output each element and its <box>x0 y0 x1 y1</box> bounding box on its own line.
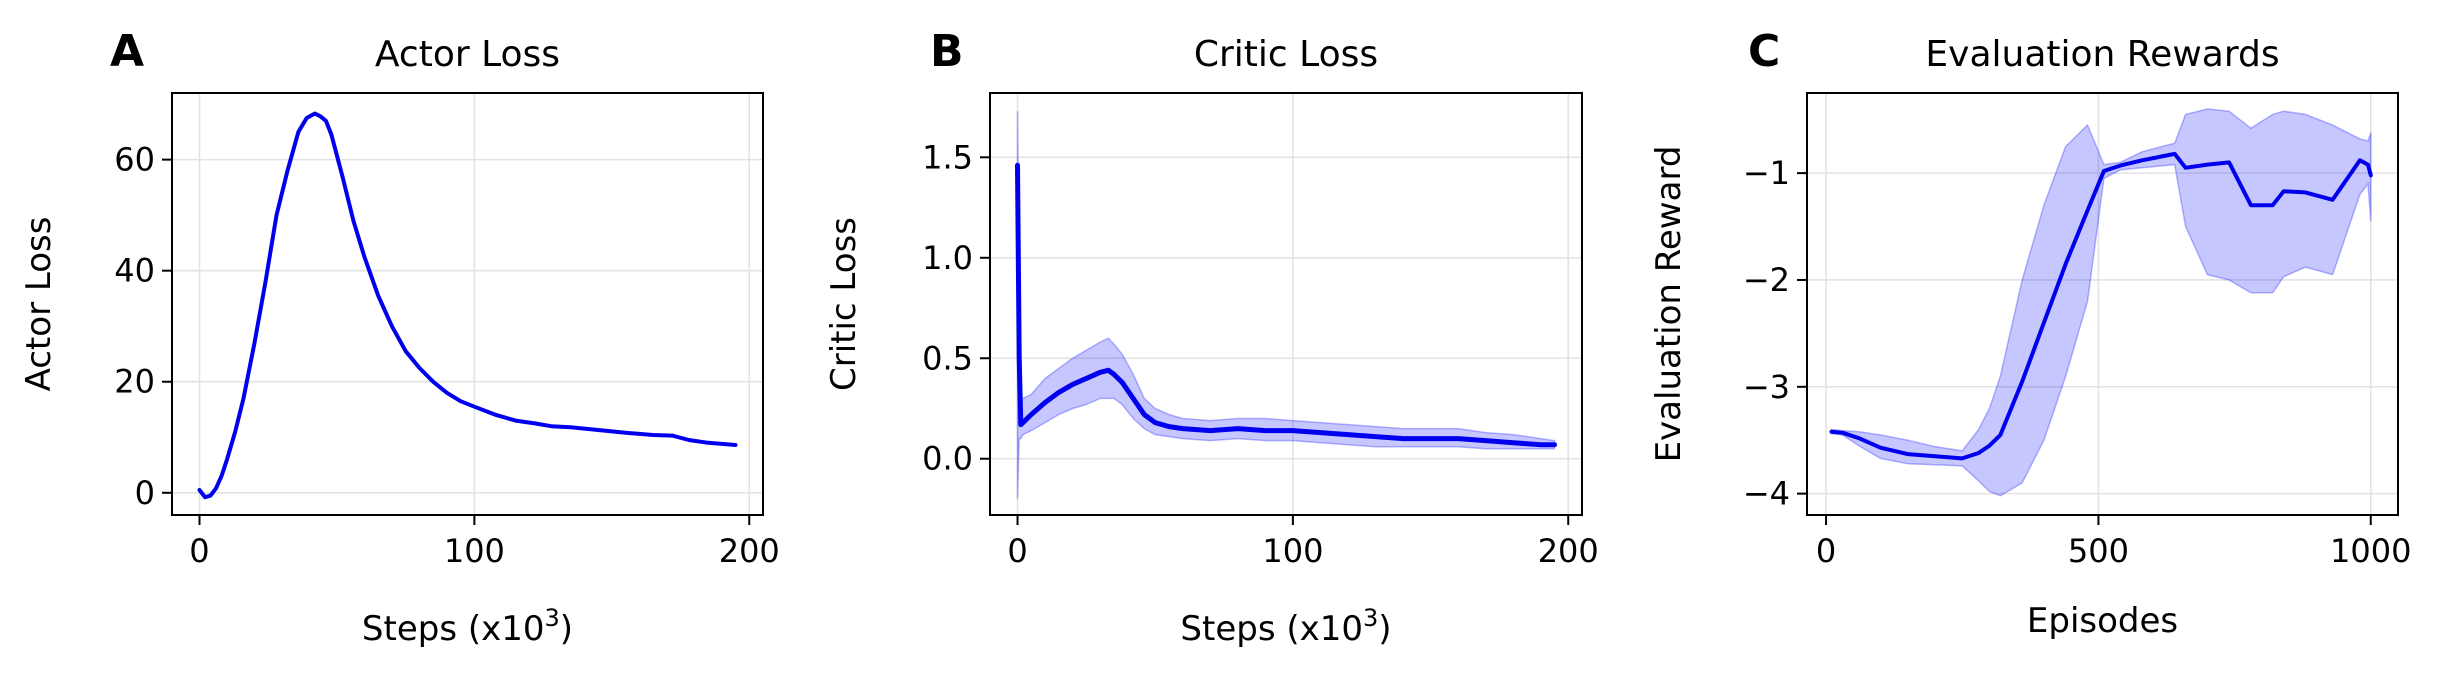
x-tick-label: 200 <box>719 532 780 570</box>
x-tick-label: 100 <box>1262 532 1323 570</box>
y-tick-label: −2 <box>1743 261 1790 299</box>
y-tick-label: −1 <box>1743 154 1790 192</box>
y-axis-label: Evaluation Reward <box>1649 146 1689 463</box>
panel-label: A <box>110 26 144 77</box>
chart-title: Actor Loss <box>375 34 560 75</box>
y-tick-label: −4 <box>1743 475 1790 513</box>
panel-label: B <box>930 26 964 77</box>
series-line <box>1015 162 1557 448</box>
confidence-band <box>1016 111 1556 499</box>
x-tick-label: 0 <box>1007 532 1027 570</box>
y-tick-label: 0.0 <box>922 440 973 478</box>
x-tick-label: 100 <box>444 532 505 570</box>
y-tick-label: −3 <box>1743 368 1790 406</box>
x-tick-label: 500 <box>2068 532 2129 570</box>
plot-frame <box>171 92 764 516</box>
y-axis-label: Actor Loss <box>19 217 59 392</box>
chart-panel-B: 0 100 200 0.0 0.5 1.0 1.5 Critic Loss B Steps (x1… <box>824 26 1599 649</box>
series-line <box>1829 151 2373 461</box>
x-axis-label: Episodes <box>2027 601 2178 641</box>
y-tick-label: 60 <box>114 141 155 179</box>
chart-panel-C: 0 500 1000 −4 −3 −2 −1 Evaluation Rewards C Episo… <box>1649 26 2411 641</box>
series-line <box>197 111 738 500</box>
y-tick-label: 1.5 <box>922 138 973 176</box>
y-tick-label: 20 <box>114 363 155 401</box>
x-axis-label: Steps (x103) <box>1180 604 1391 649</box>
x-axis-label: Steps (x103) <box>362 604 573 649</box>
panel-label: C <box>1748 26 1780 77</box>
x-tick-label: 200 <box>1538 532 1599 570</box>
x-tick-label: 1000 <box>2330 532 2411 570</box>
chart-title: Evaluation Rewards <box>1925 34 2279 75</box>
chart-panel-A: 0 100 200 0 20 40 60 Actor Loss A Steps (x103) Act… <box>19 26 780 649</box>
y-axis-label: Critic Loss <box>824 217 864 391</box>
y-tick-label: 0 <box>135 474 155 512</box>
y-tick-label: 40 <box>114 252 155 290</box>
y-tick-label: 0.5 <box>922 339 973 377</box>
chart-title: Critic Loss <box>1194 34 1378 75</box>
plot-frame <box>1806 92 2399 516</box>
x-tick-label: 0 <box>189 532 209 570</box>
confidence-band <box>1830 108 2372 497</box>
x-tick-label: 0 <box>1816 532 1836 570</box>
y-tick-label: 1.0 <box>922 239 973 277</box>
plot-frame <box>989 92 1583 516</box>
